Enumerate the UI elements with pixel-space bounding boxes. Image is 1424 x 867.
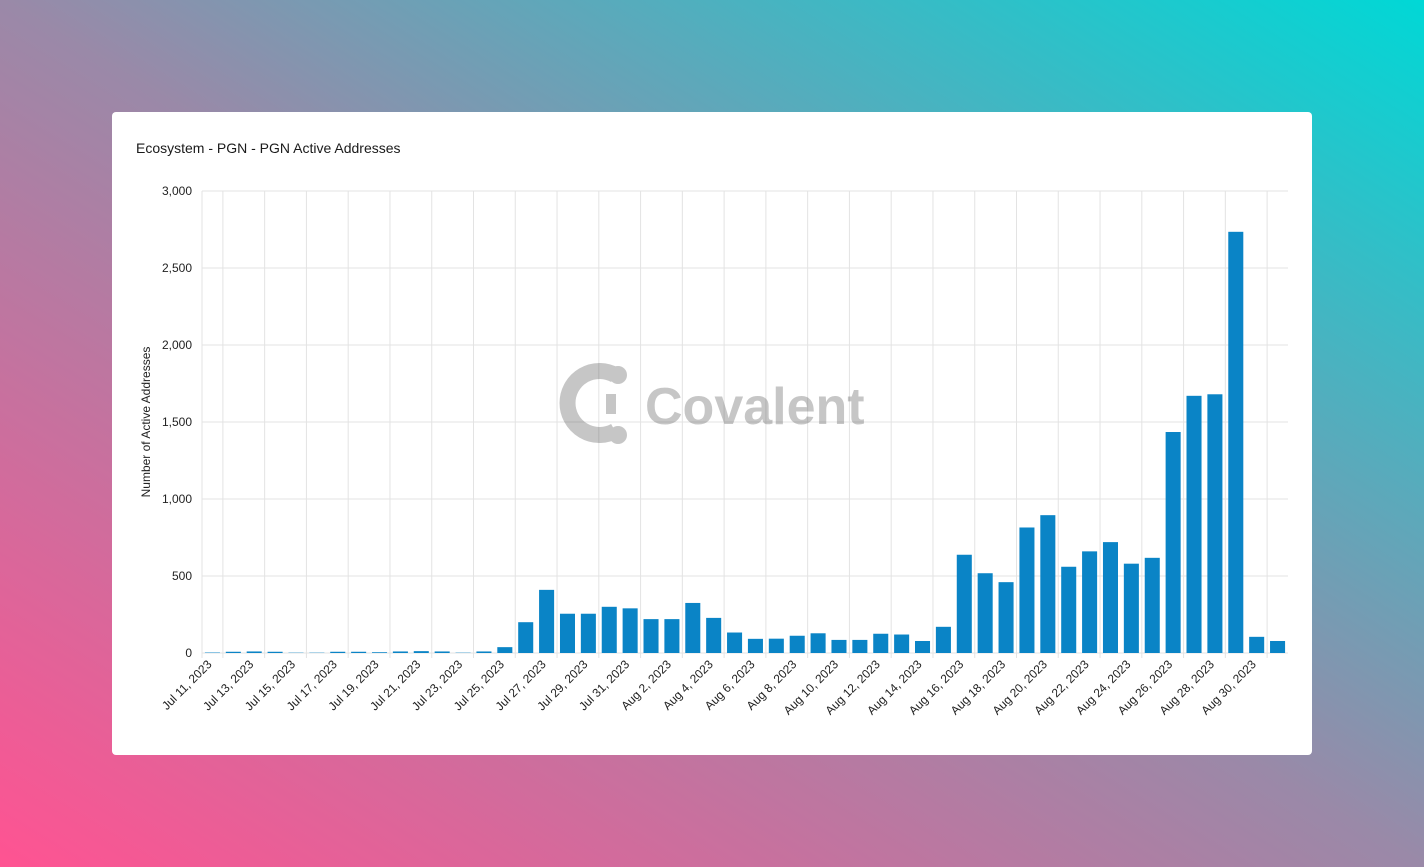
bar bbox=[497, 647, 513, 653]
bar bbox=[330, 651, 346, 653]
bar bbox=[977, 573, 993, 653]
bar bbox=[789, 635, 805, 653]
bar bbox=[810, 633, 826, 653]
bar bbox=[1082, 551, 1098, 653]
bar bbox=[747, 638, 763, 653]
bar bbox=[727, 632, 743, 653]
bar bbox=[1165, 432, 1181, 653]
bar-chart: Covalent 0 500 1,000 1,500 2,000 2,500 3,000 J… bbox=[139, 184, 1288, 718]
covalent-watermark: Covalent bbox=[559, 363, 865, 444]
y-tick-label: 1,000 bbox=[162, 492, 192, 506]
y-tick-labels: 0 500 1,000 1,500 2,000 2,500 3,000 bbox=[162, 184, 192, 660]
bar bbox=[706, 617, 722, 653]
bar bbox=[664, 619, 680, 653]
bar bbox=[935, 626, 951, 653]
bar bbox=[434, 651, 450, 653]
bar bbox=[1207, 394, 1223, 653]
bar bbox=[1102, 542, 1118, 653]
y-axis-label: Number of Active Addresses bbox=[139, 347, 153, 498]
bar bbox=[873, 633, 889, 653]
bar bbox=[831, 639, 847, 653]
bar bbox=[1144, 557, 1160, 653]
bar bbox=[351, 651, 367, 653]
bar-layer bbox=[204, 231, 1286, 653]
bar bbox=[225, 651, 241, 653]
bar bbox=[372, 652, 388, 653]
bar bbox=[1123, 563, 1139, 653]
bar bbox=[1040, 515, 1056, 653]
bar bbox=[246, 651, 262, 653]
chart-title: Ecosystem - PGN - PGN Active Addresses bbox=[136, 140, 401, 156]
bar bbox=[622, 608, 638, 653]
y-tick-label: 0 bbox=[185, 646, 192, 660]
y-tick-label: 2,000 bbox=[162, 338, 192, 352]
y-tick-label: 1,500 bbox=[162, 415, 192, 429]
bar bbox=[539, 589, 555, 653]
y-tick-label: 500 bbox=[172, 569, 192, 583]
grid-layer bbox=[201, 190, 1288, 658]
bar bbox=[559, 613, 575, 653]
bar bbox=[476, 651, 492, 653]
bar bbox=[518, 622, 534, 653]
bar bbox=[1186, 395, 1202, 653]
bar bbox=[1019, 527, 1035, 653]
bar bbox=[894, 634, 910, 653]
y-tick-label: 2,500 bbox=[162, 261, 192, 275]
watermark-text: Covalent bbox=[645, 378, 865, 436]
chart-card: Ecosystem - PGN - PGN Active Addresses C… bbox=[112, 112, 1312, 755]
bar bbox=[392, 651, 408, 653]
y-tick-label: 3,000 bbox=[162, 184, 192, 198]
bar bbox=[915, 640, 931, 653]
bar bbox=[643, 619, 659, 653]
bar bbox=[956, 554, 972, 653]
bar bbox=[413, 651, 429, 653]
bar bbox=[601, 606, 617, 653]
bar bbox=[1270, 640, 1286, 653]
bar bbox=[998, 582, 1014, 653]
bar bbox=[1249, 636, 1265, 653]
bar bbox=[580, 613, 596, 653]
bar bbox=[267, 651, 283, 653]
bar bbox=[852, 639, 868, 653]
bar bbox=[1228, 231, 1244, 653]
bar bbox=[685, 602, 701, 653]
bar bbox=[768, 638, 784, 653]
covalent-logo-icon bbox=[559, 363, 627, 444]
bar bbox=[1061, 566, 1077, 653]
